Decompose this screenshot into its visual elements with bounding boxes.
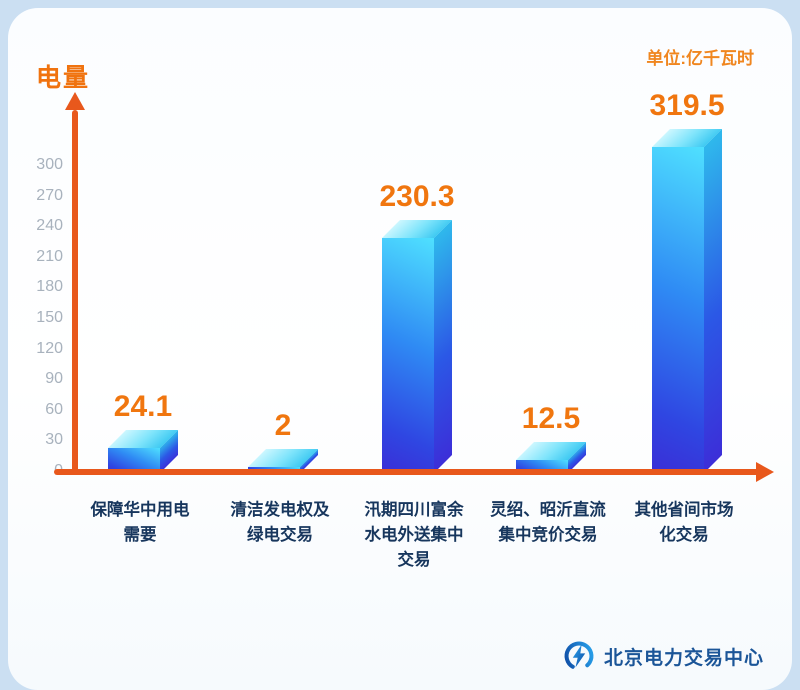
bar-value-label: 2 <box>274 409 292 442</box>
chart-card: 电量 单位:亿千瓦时 0306090120150180210240270300 … <box>8 8 792 690</box>
bar-front-face <box>382 238 434 473</box>
y-tick-label: 180 <box>36 278 63 296</box>
y-tick-label: 150 <box>36 309 63 326</box>
brand-lightning-icon <box>564 641 594 671</box>
bar-3 <box>382 220 452 473</box>
bar-5 <box>652 129 722 473</box>
bar-category-label: 其他省间市场 化交易 <box>634 501 734 544</box>
bar-1 <box>108 430 178 473</box>
x-axis-arrow-icon <box>756 462 774 482</box>
y-axis-arrow-icon <box>65 92 85 110</box>
bar-front-face <box>652 147 704 473</box>
bar-value-label: 230.3 <box>379 180 455 213</box>
bar-category-label: 汛期四川富余 水电外送集中 交易 <box>364 501 464 569</box>
y-tick-label: 30 <box>45 431 63 449</box>
y-tick-label: 240 <box>36 217 63 235</box>
y-tick-label: 120 <box>36 339 63 357</box>
y-tick-label: 210 <box>36 247 63 265</box>
y-axis-title: 电量 <box>36 64 91 92</box>
brand-name: 北京电力交易中心 <box>603 647 764 669</box>
brand-logo: 北京电力交易中心 <box>563 640 764 672</box>
y-tick-label: 270 <box>36 186 63 204</box>
bar-value-label: 319.5 <box>649 89 725 122</box>
bar-category-label: 清洁发电权及 绿电交易 <box>230 501 330 544</box>
bar-side-face <box>434 220 452 473</box>
x-axis-line <box>54 469 760 475</box>
bar-side-face <box>704 129 722 473</box>
y-tick-label: 300 <box>36 156 63 173</box>
bar-category-label: 保障华中用电 需要 <box>90 501 190 544</box>
y-tick-label: 90 <box>45 370 63 388</box>
bar-value-label: 12.5 <box>521 402 581 435</box>
unit-label: 单位:亿千瓦时 <box>646 49 754 68</box>
bar-front-face <box>108 448 160 473</box>
bar-value-label: 24.1 <box>113 390 173 423</box>
y-axis-line <box>72 110 78 475</box>
y-tick-label: 60 <box>45 400 63 418</box>
bar-category-label: 灵绍、昭沂直流 集中竞价交易 <box>490 501 606 544</box>
